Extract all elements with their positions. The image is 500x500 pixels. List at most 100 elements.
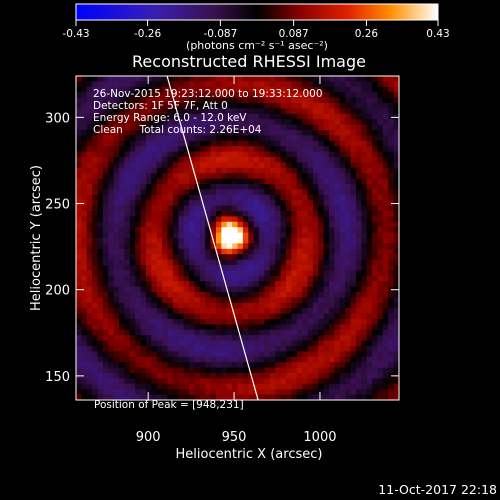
heatmap-cell [183, 76, 190, 82]
heatmap-cell [345, 389, 351, 395]
heatmap-cell [312, 151, 319, 158]
heatmap-cell [76, 329, 82, 336]
heatmap-cell [102, 394, 109, 400]
heatmap-cell [124, 319, 131, 325]
heatmap-cell [388, 340, 395, 347]
heatmap-cell [280, 378, 287, 385]
heatmap-cell [124, 259, 131, 266]
heatmap-cell [232, 248, 238, 255]
heatmap-cell [339, 389, 346, 395]
heatmap-cell [92, 356, 98, 363]
heatmap-cell [162, 157, 168, 163]
heatmap-cell [280, 281, 287, 287]
heatmap-cell [129, 286, 136, 293]
heatmap-cell [215, 108, 222, 115]
heatmap-cell [302, 189, 308, 196]
heatmap-cell [393, 167, 399, 174]
heatmap-cell [178, 367, 185, 374]
heatmap-cell [269, 270, 276, 277]
heatmap-cell [350, 297, 357, 304]
heatmap-cell [285, 211, 292, 217]
heatmap-cell [253, 184, 260, 190]
heatmap-cell [361, 351, 368, 358]
heatmap-cell [92, 367, 98, 374]
heatmap-cell [355, 324, 362, 331]
heatmap-cell [226, 119, 233, 125]
heatmap-cell [210, 184, 217, 190]
heatmap-cell [275, 238, 281, 244]
heatmap-cell [135, 211, 141, 217]
heatmap-cell [124, 130, 131, 136]
heatmap-cell [92, 335, 98, 341]
heatmap-cell [97, 286, 104, 293]
heatmap-cell [119, 265, 125, 271]
heatmap-cell [339, 113, 346, 120]
heatmap-cell [307, 81, 314, 88]
heatmap-cell [119, 194, 125, 201]
heatmap-cell [194, 119, 201, 125]
heatmap-cell [291, 238, 298, 244]
heatmap-cell [372, 76, 378, 82]
heatmap-cell [334, 157, 341, 163]
heatmap-cell [119, 113, 125, 120]
heatmap-cell [334, 335, 341, 341]
heatmap-cell [302, 248, 308, 255]
heatmap-cell [124, 356, 131, 363]
heatmap-cell [382, 81, 389, 88]
heatmap-cell [183, 232, 190, 239]
heatmap-cell [221, 151, 228, 158]
heatmap-cell [329, 265, 335, 271]
heatmap-cell [178, 221, 185, 228]
heatmap-cell [102, 319, 109, 325]
heatmap-cell [97, 340, 104, 347]
heatmap-cell [135, 378, 141, 385]
heatmap-cell [382, 389, 389, 395]
heatmap-cell [242, 302, 249, 309]
heatmap-cell [280, 302, 287, 309]
heatmap-cell [81, 76, 88, 82]
heatmap-cell [215, 302, 222, 309]
heatmap-cell [156, 119, 163, 125]
heatmap-cell [97, 302, 104, 309]
heatmap-cell [172, 389, 179, 395]
heatmap-cell [366, 205, 373, 212]
heatmap-cell [242, 216, 249, 223]
heatmap-cell [205, 221, 211, 228]
heatmap-cell [102, 238, 109, 244]
heatmap-cell [81, 108, 88, 115]
heatmap-cell [172, 248, 179, 255]
heatmap-cell [264, 184, 271, 190]
heatmap-cell [129, 383, 136, 390]
heatmap-cell [162, 340, 168, 347]
heatmap-cell [242, 103, 249, 109]
heatmap-cell [388, 389, 395, 395]
heatmap-cell [156, 383, 163, 390]
heatmap-cell [259, 97, 265, 104]
heatmap-cell [145, 292, 152, 298]
heatmap-cell [81, 313, 88, 320]
heatmap-cell [86, 81, 93, 88]
heatmap-cell [366, 140, 373, 147]
heatmap-cell [264, 383, 271, 390]
heatmap-cell [372, 167, 378, 174]
heatmap-cell [269, 308, 276, 314]
heatmap-cell [221, 324, 228, 331]
heatmap-cell [221, 216, 228, 223]
heatmap-cell [285, 243, 292, 250]
heatmap-cell [329, 324, 335, 331]
colorbar-tick-label: -0.43 [62, 28, 89, 40]
heatmap-cell [210, 130, 217, 136]
heatmap-cell [178, 292, 185, 298]
heatmap-cell [81, 308, 88, 314]
info-overlay: 26-Nov-2015 19:23:12.000 to 19:33:12.000… [93, 88, 323, 136]
heatmap-cell [156, 97, 163, 104]
heatmap-cell [135, 367, 141, 374]
heatmap-cell [232, 81, 238, 88]
heatmap-cell [269, 211, 276, 217]
heatmap-cell [237, 356, 244, 363]
heatmap-cell [162, 108, 168, 115]
heatmap-cell [355, 135, 362, 142]
heatmap-cell [162, 324, 168, 331]
heatmap-cell [318, 119, 325, 125]
heatmap-cell [151, 351, 158, 358]
